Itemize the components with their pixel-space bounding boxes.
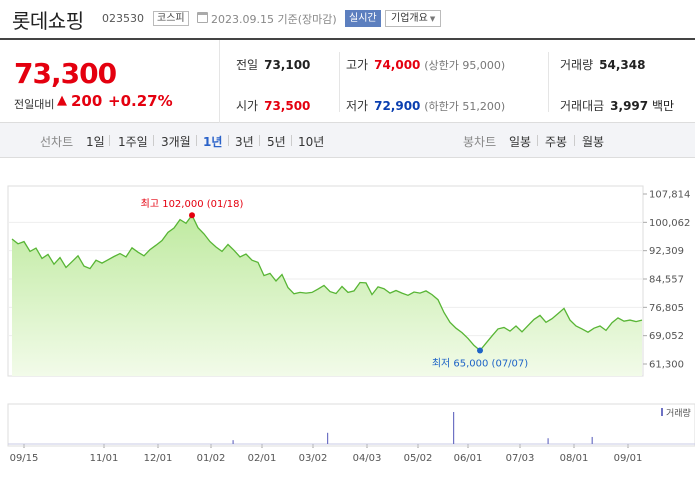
y-tick-label: 100,062 bbox=[649, 218, 690, 229]
upper-limit: (상한가 95,000) bbox=[424, 59, 506, 72]
open-value: 73,500 bbox=[264, 99, 311, 113]
high-price: 고가 74,000 (상한가 95,000) bbox=[346, 56, 505, 73]
y-tick-label: 92,309 bbox=[649, 246, 684, 257]
up-arrow-icon: ▲ bbox=[57, 93, 67, 108]
calendar-icon bbox=[197, 12, 208, 23]
open-label: 시가 bbox=[236, 99, 259, 113]
volume-bar bbox=[453, 412, 455, 444]
tab-3m[interactable]: 3개월 bbox=[161, 135, 191, 149]
tab-separator bbox=[291, 135, 292, 146]
base-date: 2023.09.15 기준(장마감) bbox=[211, 13, 337, 26]
price-area bbox=[12, 215, 642, 376]
tab-weekly[interactable]: 주봉 bbox=[545, 135, 568, 149]
x-tick-label: 03/02 bbox=[299, 453, 328, 464]
chart-tabs: 선차트 1일 1주일 3개월 1년 3년 5년 10년 봉차트 일봉 주봉 월봉 bbox=[0, 123, 695, 158]
y-tick-label: 84,557 bbox=[649, 275, 684, 286]
tab-1d[interactable]: 1일 bbox=[86, 135, 105, 149]
y-tick-label: 69,052 bbox=[649, 331, 684, 342]
trade-value: 거래대금 3,997 백만 bbox=[560, 97, 674, 114]
change-value: 200 bbox=[71, 92, 103, 110]
x-tick-label: 01/02 bbox=[197, 453, 226, 464]
volume-label: 거래량 bbox=[560, 58, 594, 72]
y-tick-label: 61,300 bbox=[649, 360, 684, 371]
tab-separator bbox=[196, 135, 197, 146]
tab-10y[interactable]: 10년 bbox=[298, 135, 325, 149]
trade-value-unit: 백만 bbox=[651, 99, 675, 113]
volume-bar bbox=[547, 438, 549, 444]
tab-monthly[interactable]: 월봉 bbox=[582, 135, 605, 149]
divider bbox=[548, 52, 549, 112]
annotations: 최고 102,000 (01/18) 최저 65,000 (07/07) bbox=[141, 198, 529, 369]
tab-separator bbox=[228, 135, 229, 146]
high-value: 74,000 bbox=[374, 58, 421, 72]
x-tick-label: 11/01 bbox=[90, 453, 119, 464]
open-price: 시가 73,500 bbox=[236, 97, 310, 114]
tab-separator bbox=[153, 135, 154, 146]
low-label: 최저 65,000 (07/07) bbox=[432, 357, 528, 369]
x-tick-label: 08/01 bbox=[560, 453, 589, 464]
volume-bar bbox=[327, 432, 329, 444]
stock-name: 롯데쇼핑 bbox=[12, 9, 84, 33]
chevron-down-icon: ▼ bbox=[429, 15, 436, 23]
low-marker bbox=[477, 347, 483, 354]
candle-chart-label: 봉차트 bbox=[463, 135, 497, 149]
x-axis: 09/15 11/01 12/01 01/02 02/01 03/02 04/03 05/02… bbox=[10, 444, 643, 464]
prev-close-value: 73,100 bbox=[264, 58, 311, 72]
stock-code: 023530 bbox=[102, 12, 144, 25]
low-value: 72,900 bbox=[374, 99, 421, 113]
volume-chart: 거래량 bbox=[7, 403, 695, 447]
low-price: 저가 72,900 (하한가 51,200) bbox=[346, 97, 505, 114]
quote-panel: 73,300 전일대비 ▲ 200 +0.27% 전일 73,100 고가 74,0… bbox=[0, 38, 695, 123]
tab-5y[interactable]: 5년 bbox=[267, 135, 286, 149]
y-axis: 107,814 100,062 92,309 84,557 76,805 69,052 61… bbox=[643, 190, 690, 371]
prev-close: 전일 73,100 bbox=[236, 56, 310, 73]
x-tick-label: 02/01 bbox=[248, 453, 277, 464]
low-label: 저가 bbox=[346, 99, 369, 113]
volume: 거래량 54,348 bbox=[560, 56, 645, 73]
volume-bar bbox=[591, 436, 593, 444]
y-tick-label: 76,805 bbox=[649, 303, 684, 314]
prev-close-label: 전일 bbox=[236, 58, 259, 72]
tab-separator bbox=[109, 135, 110, 146]
x-tick-label: 06/01 bbox=[454, 453, 483, 464]
realtime-button[interactable]: 실시간 bbox=[345, 10, 381, 27]
volume-bar bbox=[232, 440, 234, 444]
tab-1w[interactable]: 1주일 bbox=[118, 135, 148, 149]
market-badge: 코스피 bbox=[153, 11, 189, 26]
tab-3y[interactable]: 3년 bbox=[235, 135, 254, 149]
company-info-button[interactable]: 기업개요 ▼ bbox=[385, 10, 442, 27]
trade-value-label: 거래대금 bbox=[560, 99, 605, 113]
volume-value: 54,348 bbox=[599, 58, 646, 72]
price-chart[interactable]: 107,814 100,062 92,309 84,557 76,805 69,052 61… bbox=[0, 158, 695, 477]
high-marker bbox=[189, 212, 195, 219]
volume-legend-icon bbox=[661, 408, 663, 416]
x-tick-label: 09/15 bbox=[10, 453, 39, 464]
high-label: 최고 102,000 (01/18) bbox=[141, 198, 244, 210]
current-price: 73,300 bbox=[14, 57, 117, 90]
x-tick-label: 09/01 bbox=[614, 453, 643, 464]
change-percent: +0.27% bbox=[108, 92, 173, 110]
volume-frame bbox=[7, 403, 695, 447]
price-line bbox=[11, 213, 643, 352]
x-tick-label: 04/03 bbox=[353, 453, 382, 464]
x-tick-label: 12/01 bbox=[144, 453, 173, 464]
volume-legend: 거래량 bbox=[666, 407, 691, 419]
x-tick-label: 05/02 bbox=[404, 453, 433, 464]
company-info-label: 기업개요 bbox=[391, 13, 428, 24]
price-box: 73,300 전일대비 ▲ 200 +0.27% bbox=[0, 40, 220, 123]
line-chart-label: 선차트 bbox=[40, 135, 74, 149]
trade-value-value: 3,997 bbox=[610, 99, 649, 113]
tab-separator bbox=[574, 135, 575, 146]
tab-separator bbox=[537, 135, 538, 146]
change-label: 전일대비 bbox=[14, 98, 55, 111]
lower-limit: (하한가 51,200) bbox=[424, 100, 506, 113]
high-label: 고가 bbox=[346, 58, 369, 72]
tab-daily[interactable]: 일봉 bbox=[509, 135, 532, 149]
x-tick-label: 07/03 bbox=[506, 453, 535, 464]
divider bbox=[339, 52, 340, 112]
tab-separator bbox=[259, 135, 260, 146]
stock-header: 롯데쇼핑 023530 코스피 2023.09.15 기준(장마감) 실시간 기… bbox=[0, 0, 695, 38]
tab-1y[interactable]: 1년 bbox=[203, 135, 223, 149]
y-tick-label: 107,814 bbox=[649, 190, 690, 201]
